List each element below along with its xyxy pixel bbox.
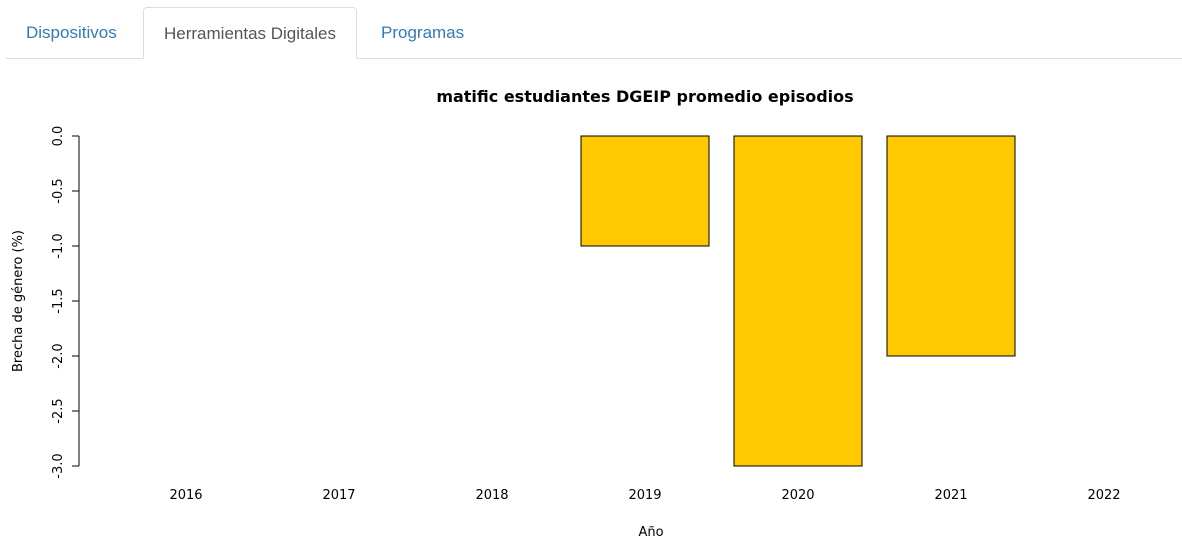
- y-tick-label: -3.0: [51, 453, 66, 478]
- x-axis-label: Año: [638, 525, 663, 540]
- tab-dispositivos[interactable]: Dispositivos: [26, 23, 117, 42]
- x-tick-label: 2021: [934, 488, 967, 503]
- x-tick-label: 2020: [781, 488, 814, 503]
- y-axis-label: Brecha de género (%): [11, 230, 26, 372]
- bar-2021: [886, 135, 1016, 357]
- x-tick-label: 2018: [475, 488, 508, 503]
- bar-2020: [733, 135, 863, 467]
- x-tick-label: 2016: [169, 488, 202, 503]
- chart-title: matific estudiantes DGEIP promedio episo…: [436, 87, 853, 106]
- bar-2019: [580, 135, 710, 247]
- x-tick-label: 2019: [628, 488, 661, 503]
- y-tick-label: 0.0: [51, 126, 66, 147]
- y-tick-label: -1.5: [51, 288, 66, 313]
- x-tick-label: 2017: [322, 488, 355, 503]
- tab-bar: Dispositivos Herramientas Digitales Prog…: [6, 0, 1182, 59]
- y-tick-label: -1.0: [51, 233, 66, 258]
- y-tick-label: -0.5: [51, 178, 66, 203]
- x-tick-label: 2022: [1087, 488, 1120, 503]
- y-tick-label: -2.0: [51, 343, 66, 368]
- y-tick-label: -2.5: [51, 398, 66, 423]
- tab-herramientas-digitales[interactable]: Herramientas Digitales: [143, 7, 357, 59]
- tab-programas[interactable]: Programas: [381, 23, 465, 42]
